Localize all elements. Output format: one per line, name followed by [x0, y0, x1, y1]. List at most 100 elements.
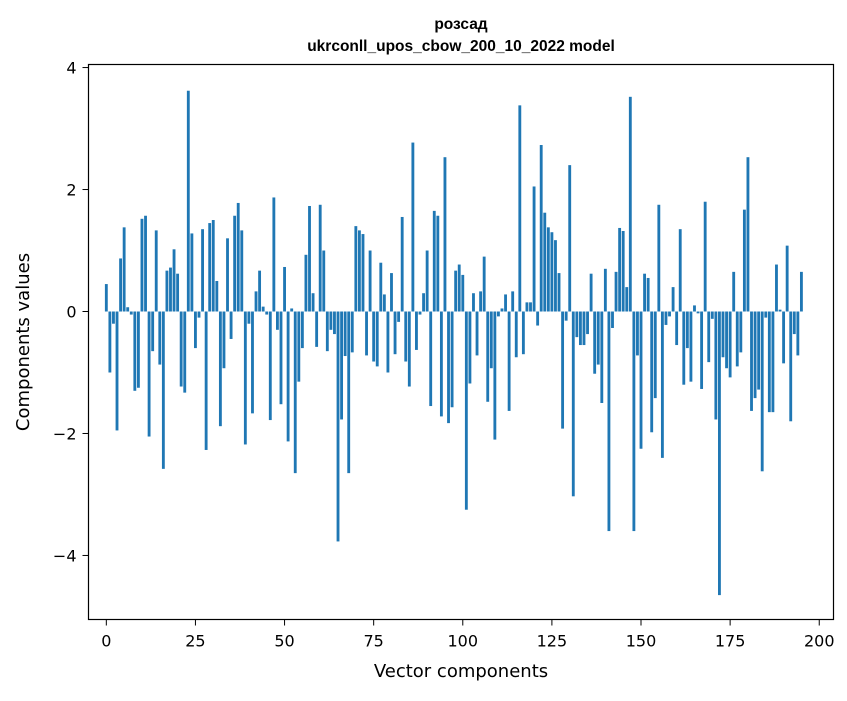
bar [201, 229, 204, 312]
bar [525, 302, 529, 312]
bar [792, 311, 796, 335]
bar [778, 309, 782, 312]
bar [361, 234, 365, 312]
bar [479, 291, 483, 312]
bar [336, 311, 340, 542]
bar [329, 311, 333, 330]
bar [300, 311, 304, 349]
x-tick-label: 200 [804, 632, 835, 651]
y-tick-label: 2 [66, 181, 76, 200]
bar [500, 308, 504, 312]
bar [742, 209, 746, 312]
bar [172, 249, 176, 312]
bar [226, 238, 229, 312]
bar [425, 250, 429, 312]
bar [750, 311, 753, 411]
bar [468, 311, 472, 384]
bar [447, 311, 450, 424]
bar [415, 311, 418, 350]
bar [233, 215, 237, 312]
bar [136, 311, 140, 388]
bar [411, 142, 415, 312]
bar [133, 311, 137, 391]
x-axis-ticks: 0 25 50 75 100 125 150 175 200 [101, 619, 835, 651]
bar [365, 311, 368, 356]
bar [600, 311, 604, 403]
bar [639, 311, 643, 449]
bar [521, 311, 525, 355]
x-tick-label: 0 [101, 632, 111, 651]
bar [197, 311, 201, 318]
bar [682, 311, 686, 385]
bar [582, 311, 586, 346]
bar [714, 311, 718, 420]
bar [536, 311, 540, 326]
bar [368, 250, 372, 312]
bar [418, 311, 422, 315]
bar [464, 311, 468, 510]
bar [728, 311, 732, 378]
bar [176, 273, 180, 312]
bar [436, 215, 440, 312]
bar [678, 229, 682, 312]
bar [276, 311, 279, 330]
bar [782, 311, 786, 364]
bar [165, 270, 169, 312]
bar [108, 311, 112, 373]
bar [297, 311, 301, 382]
bar [550, 232, 554, 312]
bar [229, 311, 233, 339]
bar [685, 311, 689, 349]
bar [753, 311, 757, 399]
bar [247, 311, 251, 324]
bar [151, 311, 155, 352]
bar [357, 230, 361, 312]
bar [457, 264, 461, 312]
bar [675, 311, 679, 346]
bar [796, 311, 800, 356]
bar [785, 245, 789, 312]
bar [732, 271, 736, 312]
bar [322, 250, 326, 312]
bar [286, 311, 290, 442]
bar [439, 311, 443, 417]
bar [628, 96, 632, 312]
bar [443, 157, 447, 312]
bar [657, 204, 661, 312]
bar [325, 311, 329, 352]
bar [789, 311, 793, 422]
bar [293, 311, 297, 474]
x-tick-label: 75 [363, 632, 383, 651]
bar [557, 273, 561, 312]
bar [186, 90, 190, 312]
bar [589, 273, 593, 312]
bar [618, 227, 622, 312]
bar [347, 311, 351, 474]
bar [710, 311, 714, 319]
x-tick-label: 50 [274, 632, 294, 651]
bar [546, 227, 550, 312]
bar [129, 311, 133, 315]
bar [350, 311, 354, 353]
bar [689, 311, 693, 382]
bar [593, 311, 597, 374]
bar [767, 311, 771, 413]
bar [147, 311, 151, 437]
bar [283, 266, 286, 312]
bar [764, 311, 768, 318]
bar [354, 226, 358, 312]
plot-frame [87, 63, 835, 621]
bar [161, 311, 165, 469]
bar [400, 216, 404, 312]
bar [158, 311, 162, 365]
bar [561, 311, 565, 429]
bar [611, 311, 614, 328]
bar [653, 311, 657, 399]
bar [486, 311, 490, 402]
bar [636, 311, 639, 356]
bar [304, 254, 308, 312]
x-tick-label: 25 [185, 632, 205, 651]
y-axis-label: Components values [13, 253, 34, 431]
bar [454, 270, 458, 312]
bar [489, 311, 493, 369]
